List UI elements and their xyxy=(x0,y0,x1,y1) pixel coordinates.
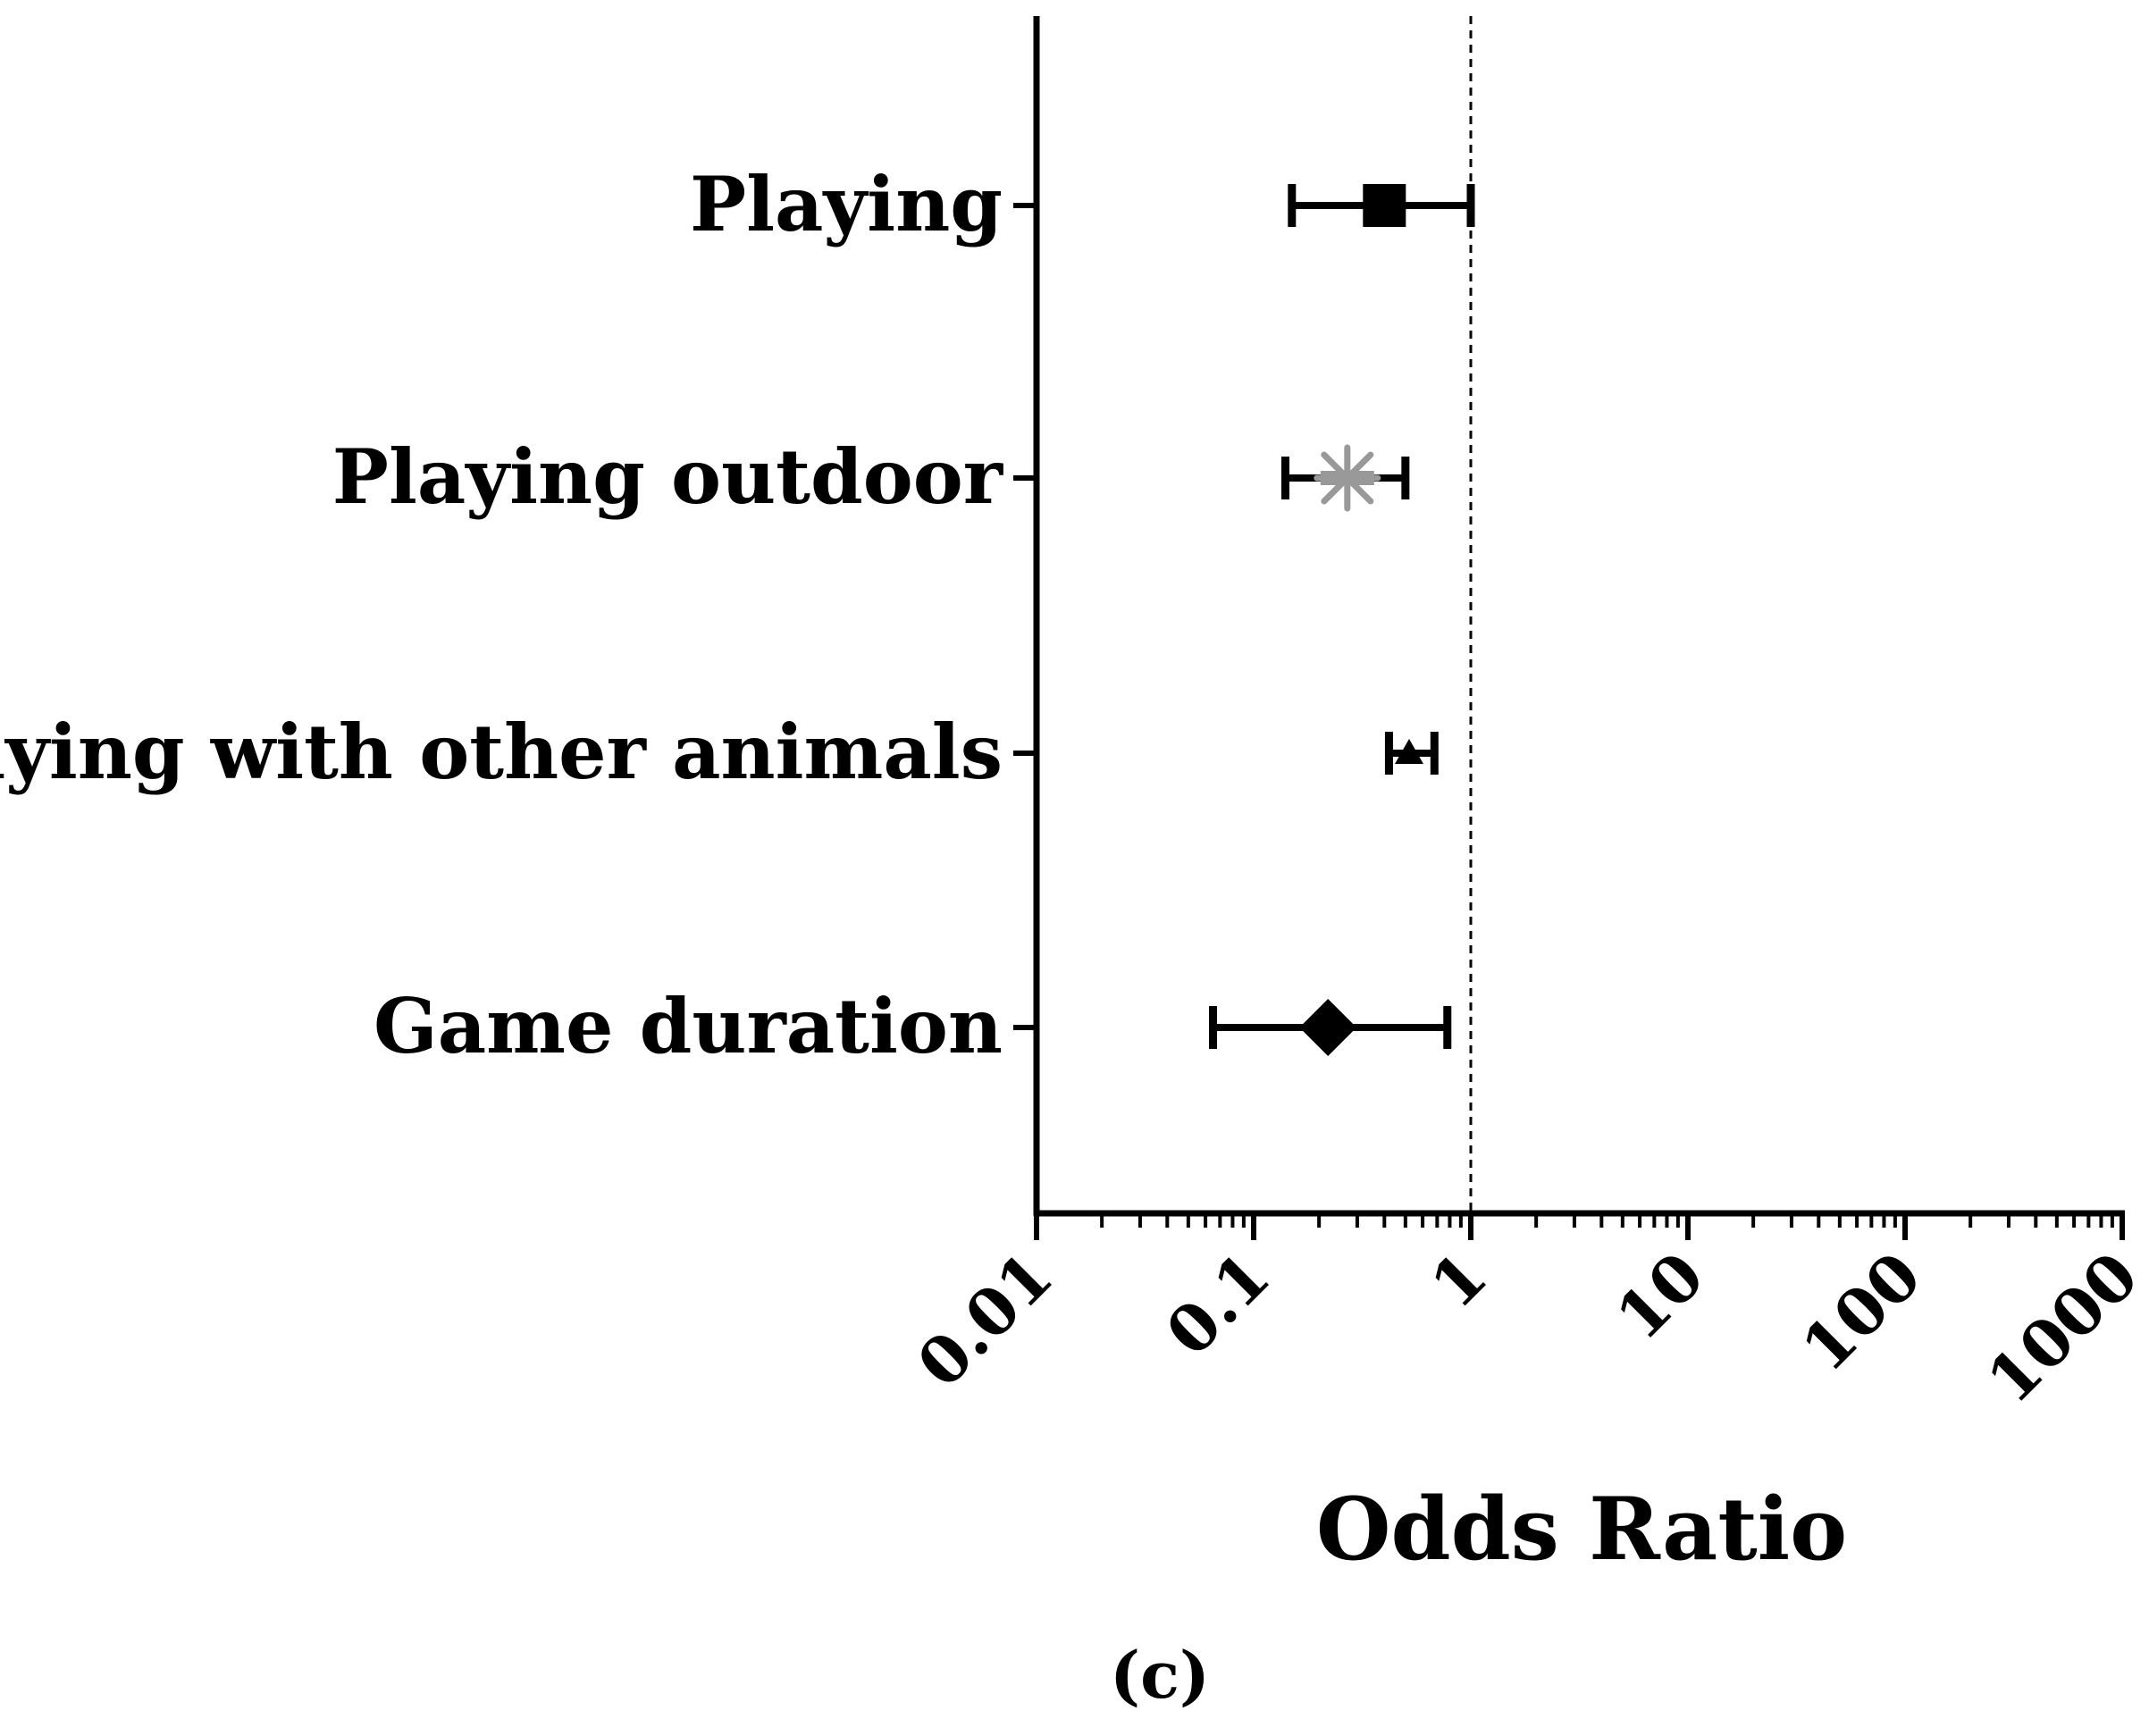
forest-row: Playing outdoor xyxy=(332,432,1410,521)
row-label: Playing outdoor xyxy=(332,432,1004,521)
panel-label: (c) xyxy=(1110,1637,1210,1713)
x-tick-label: 1000 xyxy=(1972,1237,2149,1418)
x-tick-label: 0.01 xyxy=(902,1237,1067,1402)
point-estimate-square xyxy=(1363,184,1406,227)
row-label: Game duration xyxy=(374,982,1003,1070)
forest-row: Playing with other animals xyxy=(0,708,1439,796)
point-estimate-triangle xyxy=(1394,739,1423,764)
x-tick-label: 1 xyxy=(1415,1237,1501,1323)
forest-row: Game duration xyxy=(374,982,1452,1070)
x-axis-title: Odds Ratio xyxy=(1316,1479,1847,1580)
point-estimate-diamond xyxy=(1299,999,1357,1056)
point-estimate-asterisk xyxy=(1314,444,1381,512)
forest-row: Playing xyxy=(690,160,1475,248)
row-label: Playing with other animals xyxy=(0,708,1003,796)
x-tick-label: 0.1 xyxy=(1151,1237,1284,1371)
row-label: Playing xyxy=(690,160,1003,248)
x-tick-label: 100 xyxy=(1787,1237,1935,1386)
x-tick-label: 10 xyxy=(1601,1237,1718,1354)
